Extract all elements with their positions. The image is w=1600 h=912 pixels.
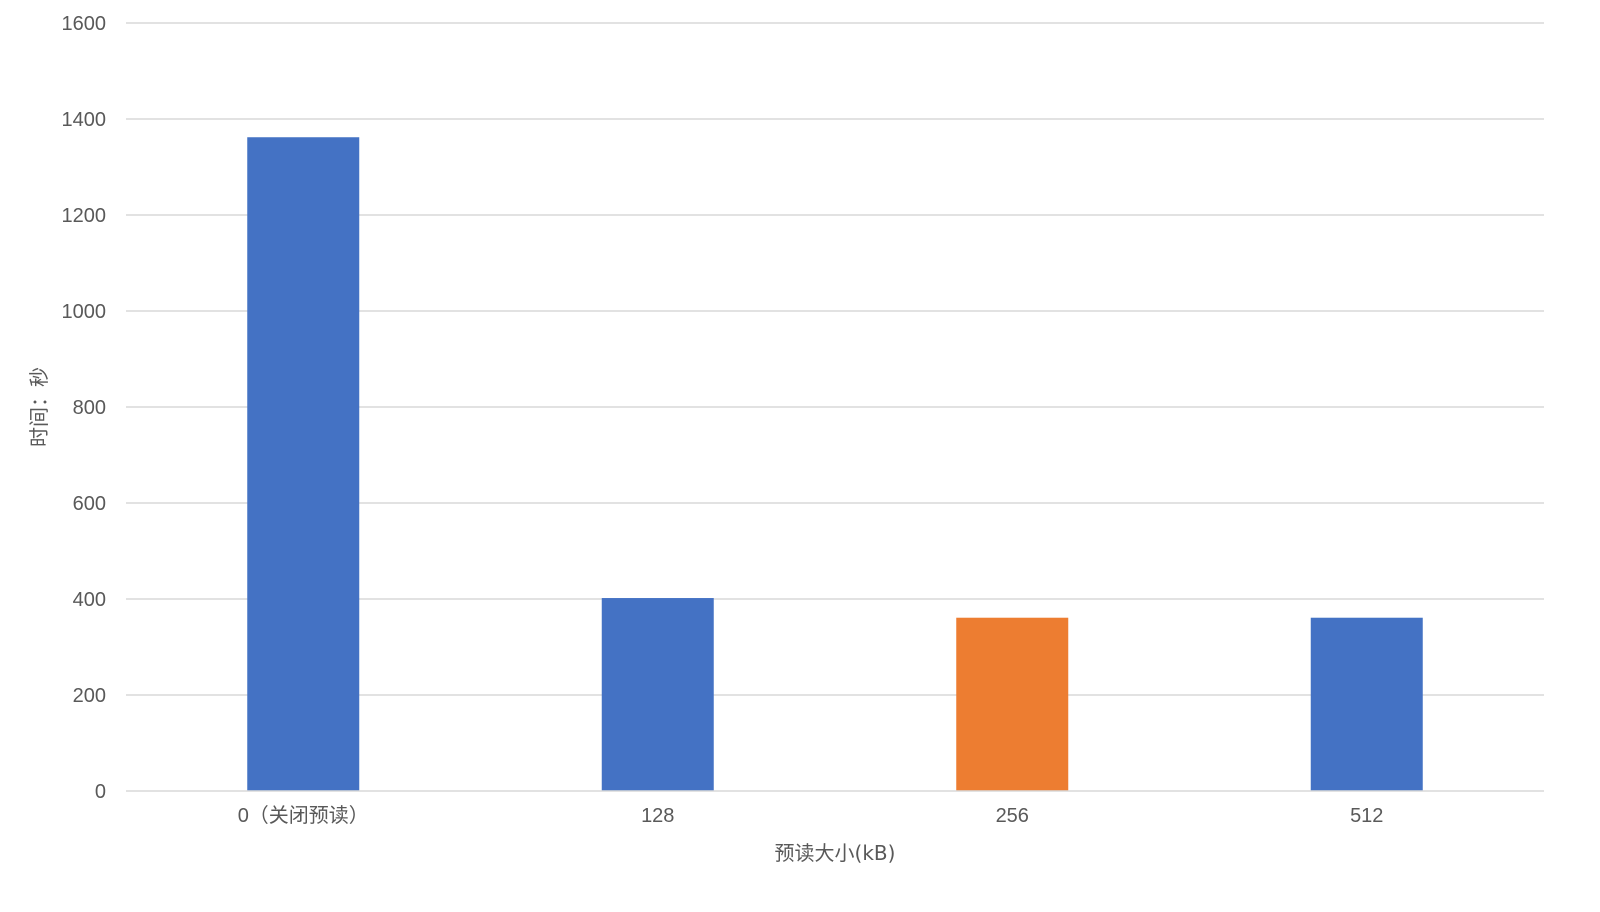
- bar: [1310, 617, 1423, 791]
- bar: [956, 617, 1069, 791]
- x-tick-label: 0（关闭预读）: [238, 804, 369, 827]
- x-axis-ticks: 0（关闭预读） 128 256 512: [238, 804, 1384, 827]
- bars: [247, 137, 1423, 792]
- y-tick-label: 1200: [62, 205, 107, 227]
- x-axis-title: 预读大小(kB): [775, 841, 896, 865]
- y-tick-label: 1600: [62, 13, 107, 35]
- y-tick-label: 1400: [62, 109, 107, 131]
- x-tick-label: 512: [1350, 805, 1383, 827]
- bar: [247, 137, 360, 792]
- y-axis-ticks: 0 200 400 600 800 1000 1200 1400 1600: [62, 13, 107, 803]
- y-tick-label: 600: [73, 493, 106, 515]
- y-axis-title: 时间：秒: [27, 367, 51, 447]
- y-tick-label: 1000: [62, 301, 107, 323]
- y-tick-label: 800: [73, 397, 106, 419]
- y-tick-label: 200: [73, 685, 106, 707]
- y-tick-label: 0: [95, 781, 106, 803]
- bar: [601, 598, 714, 791]
- gridlines: [126, 22, 1544, 696]
- y-tick-label: 400: [73, 589, 106, 611]
- x-tick-label: 256: [996, 805, 1029, 827]
- x-tick-label: 128: [641, 805, 674, 827]
